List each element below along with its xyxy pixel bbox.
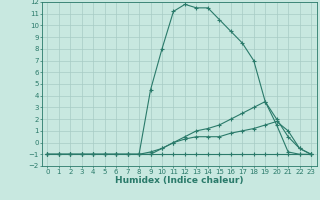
X-axis label: Humidex (Indice chaleur): Humidex (Indice chaleur) xyxy=(115,176,244,185)
